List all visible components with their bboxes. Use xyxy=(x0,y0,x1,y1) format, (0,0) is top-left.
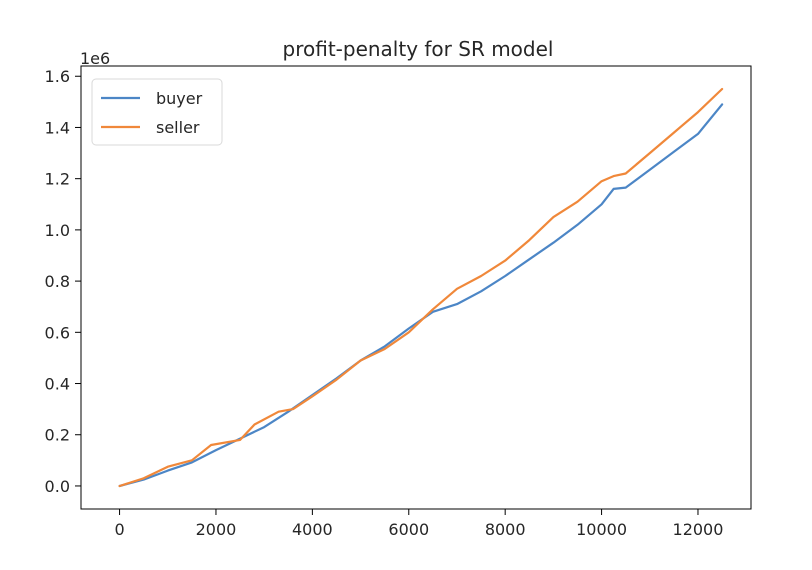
legend: buyer seller xyxy=(91,78,223,146)
y-tick-label: 0.6 xyxy=(45,323,70,342)
legend-label-seller: seller xyxy=(156,118,200,137)
series-line-seller xyxy=(118,87,724,488)
y-tick-label: 0.0 xyxy=(45,477,70,496)
x-tick-label: 6000 xyxy=(388,520,429,539)
plot-frame xyxy=(80,65,752,510)
y-tick-label: 1.4 xyxy=(45,118,70,137)
y-axis-ticks: 0.0 0.2 0.4 0.6 0.8 1.0 1.2 1.4 1.6 xyxy=(45,67,81,496)
x-tick-label: 0 xyxy=(114,520,124,539)
plot-lines xyxy=(118,87,724,488)
x-tick-label: 12000 xyxy=(673,520,724,539)
series-line-buyer xyxy=(118,103,724,488)
y-tick-label: 0.2 xyxy=(45,426,70,445)
legend-label-buyer: buyer xyxy=(156,89,203,108)
y-axis-offset-label: 1e6 xyxy=(80,49,110,68)
y-tick-label: 0.4 xyxy=(45,375,70,394)
y-tick-label: 0.8 xyxy=(45,272,70,291)
x-tick-label: 4000 xyxy=(292,520,333,539)
x-tick-label: 8000 xyxy=(485,520,526,539)
x-tick-label: 10000 xyxy=(576,520,627,539)
y-tick-label: 1.2 xyxy=(45,170,70,189)
x-tick-label: 2000 xyxy=(196,520,237,539)
x-axis-ticks: 0 2000 4000 6000 8000 10000 12000 xyxy=(114,509,723,539)
legend-box xyxy=(91,78,223,146)
chart-title: profit-penalty for SR model xyxy=(283,37,554,61)
y-tick-label: 1.6 xyxy=(45,67,70,86)
y-tick-label: 1.0 xyxy=(45,221,70,240)
